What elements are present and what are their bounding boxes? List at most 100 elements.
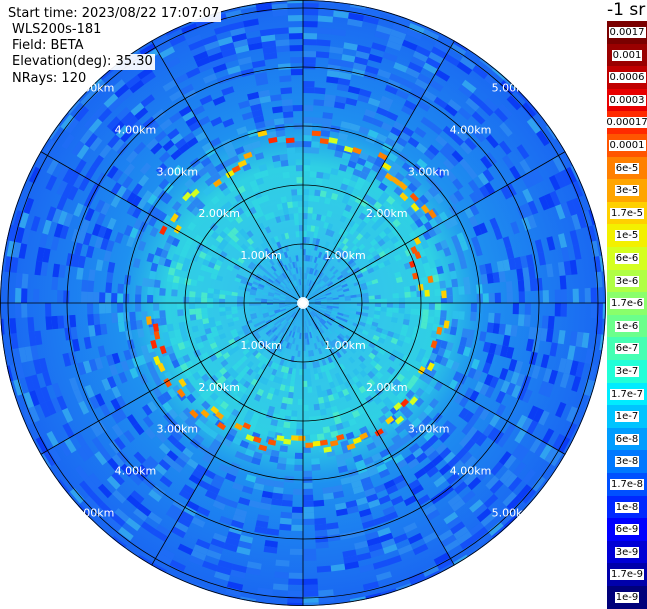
range-gate <box>201 400 211 410</box>
range-gate <box>253 278 261 284</box>
range-gate <box>280 511 292 519</box>
range-gate <box>416 290 423 297</box>
range-gate <box>296 428 303 435</box>
range-gate <box>324 289 331 294</box>
colorbar-tick-label: 0.0017 <box>608 27 646 39</box>
range-gate <box>95 259 104 272</box>
range-gate <box>118 526 134 541</box>
range-gate <box>146 252 155 263</box>
range-gate <box>201 313 209 319</box>
range-gate <box>228 427 238 437</box>
range-gate <box>472 503 488 518</box>
range-gate <box>227 321 235 328</box>
range-gate <box>423 90 437 102</box>
range-gate <box>371 164 381 174</box>
range-gate <box>264 119 275 127</box>
range-gate <box>160 167 172 179</box>
range-gate <box>393 62 408 73</box>
range-gate <box>482 293 489 303</box>
range-gate <box>380 307 387 312</box>
aerosol-gate <box>424 289 430 297</box>
aerosol-gate <box>381 162 392 171</box>
range-gate <box>349 261 357 268</box>
range-gate <box>329 286 336 291</box>
range-gate <box>191 516 206 528</box>
range-gate <box>257 587 273 596</box>
range-gate <box>259 95 272 104</box>
range-gate <box>349 154 359 163</box>
range-gate <box>415 45 431 58</box>
range-gate <box>366 537 381 547</box>
range-gate <box>334 319 341 324</box>
range-gate <box>498 323 506 335</box>
range-gate <box>211 268 219 276</box>
range-gate <box>337 390 345 399</box>
range-gate <box>169 90 183 102</box>
range-gate <box>354 459 366 469</box>
range-gate <box>107 97 123 113</box>
range-gate <box>468 215 479 228</box>
range-gate <box>162 331 170 341</box>
range-gate <box>359 171 369 180</box>
aerosol-gate <box>412 272 419 280</box>
range-gate <box>303 39 317 46</box>
range-gate <box>131 207 142 219</box>
range-gate <box>316 257 321 264</box>
range-gate <box>523 314 531 327</box>
range-gate <box>515 373 526 387</box>
range-gate <box>99 144 112 159</box>
range-gate <box>270 418 279 427</box>
range-gate <box>142 404 153 416</box>
range-gate <box>268 211 276 219</box>
range-gate <box>569 331 578 347</box>
range-gate <box>378 167 388 178</box>
range-gate <box>177 543 194 556</box>
range-gate <box>312 262 316 269</box>
range-gate <box>373 438 384 448</box>
range-gate <box>235 382 243 391</box>
range-gate <box>149 368 159 380</box>
range-gate <box>267 322 274 328</box>
range-gate <box>392 378 401 388</box>
range-gate <box>397 544 413 556</box>
range-gate <box>246 230 254 238</box>
range-gate <box>155 431 168 443</box>
range-gate <box>288 330 293 337</box>
range-gate <box>374 306 381 312</box>
range-ring-label: 2.00km <box>198 381 240 394</box>
range-gate <box>211 172 222 182</box>
range-gate <box>281 311 288 315</box>
range-gate <box>233 38 249 48</box>
range-gate <box>345 431 355 440</box>
range-gate <box>474 381 484 393</box>
range-gate <box>210 326 218 333</box>
range-gate <box>373 201 383 210</box>
range-gate <box>234 451 245 460</box>
range-gate <box>273 118 285 126</box>
azimuth-spoke <box>40 151 304 304</box>
range-gate <box>148 216 158 227</box>
colorbar-tick-label: 1.7e-5 <box>609 207 645 219</box>
range-gate <box>514 429 527 444</box>
range-gate <box>247 264 255 271</box>
range-gate <box>240 243 248 251</box>
colorbar-cell: 1.7e-6 <box>607 292 647 316</box>
range-gate <box>315 250 320 258</box>
aerosol-gate <box>409 396 418 406</box>
elevation-angle: Elevation(deg): 35.30 <box>12 54 155 70</box>
range-gate <box>323 221 329 229</box>
range-gate <box>325 228 331 236</box>
range-gate <box>280 365 286 373</box>
range-gate <box>255 298 262 301</box>
range-gate <box>479 383 490 396</box>
aerosol-gate <box>243 151 253 160</box>
range-gate <box>353 454 364 463</box>
range-gate <box>15 226 25 244</box>
range-gate <box>347 258 355 266</box>
range-gate <box>375 371 384 380</box>
range-gate <box>338 249 345 257</box>
range-gate <box>81 443 95 459</box>
range-gate <box>386 195 396 205</box>
range-gate <box>467 367 477 379</box>
